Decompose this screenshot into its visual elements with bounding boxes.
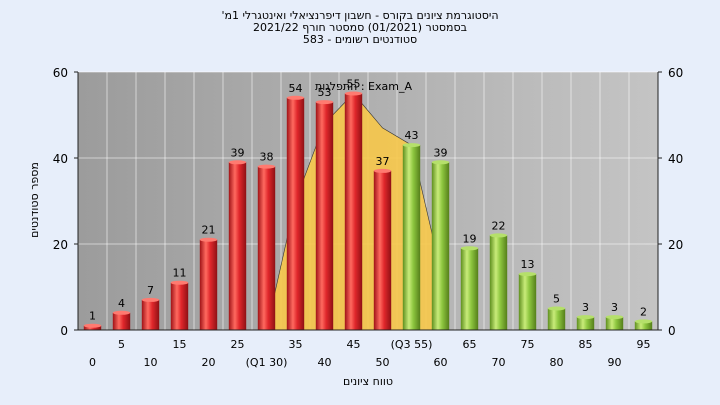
- bar-60: [431, 162, 450, 330]
- value-label-65: 19: [463, 232, 477, 245]
- x-tick-0: 0: [89, 356, 96, 369]
- x-tick-95: 95: [637, 338, 651, 351]
- bar-cap-60: [431, 160, 450, 165]
- bar-cap-30: [257, 164, 276, 169]
- value-label-30: 38: [260, 151, 274, 164]
- x-tick-30: (Q1 30): [246, 356, 288, 369]
- bar-80: [547, 308, 566, 330]
- value-label-45: 55: [347, 78, 361, 91]
- bar-cap-75: [518, 272, 537, 277]
- y-tick-right: 40: [668, 152, 683, 166]
- x-tick-85: 85: [579, 338, 593, 351]
- bar-cap-65: [460, 246, 479, 251]
- value-label-90: 3: [611, 301, 618, 314]
- x-tick-50: 50: [376, 356, 390, 369]
- bar-cap-10: [141, 297, 160, 302]
- value-label-40: 53: [318, 86, 332, 99]
- bar-75: [518, 274, 537, 330]
- bar-90: [605, 317, 624, 330]
- x-axis-title: טווח ציונים: [343, 375, 393, 388]
- y-tick-left: 0: [60, 324, 68, 338]
- bar-cap-50: [373, 168, 392, 173]
- y-tick-right: 60: [668, 66, 683, 80]
- y-tick-left: 60: [53, 66, 68, 80]
- chart-titles: 'היסטוגרמת ציונים בקורס - חשבון דיפרנציא…: [0, 10, 720, 46]
- y-tick-right: 0: [668, 324, 676, 338]
- x-tick-80: 80: [550, 356, 564, 369]
- bar-95: [634, 321, 653, 330]
- x-tick-25: 25: [231, 338, 245, 351]
- value-label-0: 1: [89, 310, 96, 323]
- bar-cap-35: [286, 95, 305, 100]
- x-tick-40: 40: [318, 356, 332, 369]
- x-tick-65: 65: [463, 338, 477, 351]
- value-label-5: 4: [118, 297, 125, 310]
- bar-25: [228, 162, 247, 330]
- bar-30: [257, 166, 276, 330]
- value-label-85: 3: [582, 301, 589, 314]
- bar-cap-85: [576, 315, 595, 320]
- value-label-70: 22: [492, 219, 506, 232]
- y-tick-left: 20: [53, 238, 68, 252]
- x-tick-5: 5: [118, 338, 125, 351]
- bar-65: [460, 248, 479, 330]
- value-label-50: 37: [376, 155, 390, 168]
- value-label-35: 54: [289, 82, 303, 95]
- bar-10: [141, 299, 160, 330]
- x-tick-45: 45: [347, 338, 361, 351]
- x-tick-60: 60: [434, 356, 448, 369]
- bar-15: [170, 282, 189, 330]
- bar-50: [373, 170, 392, 330]
- bar-70: [489, 235, 508, 330]
- bar-45: [344, 93, 363, 330]
- bar-35: [286, 97, 305, 330]
- value-label-95: 2: [640, 305, 647, 318]
- value-label-10: 7: [147, 284, 154, 297]
- x-tick-35: 35: [289, 338, 303, 351]
- bar-cap-70: [489, 233, 508, 238]
- bar-cap-5: [112, 310, 131, 315]
- bar-85: [576, 317, 595, 330]
- bar-55: [402, 145, 421, 330]
- bar-0: [83, 325, 102, 330]
- x-tick-70: 70: [492, 356, 506, 369]
- x-tick-75: 75: [521, 338, 535, 351]
- chart-title-line2: בסמסטר (01/2021) סמסטר חורף 2021/22: [253, 21, 467, 34]
- x-tick-90: 90: [608, 356, 622, 369]
- bar-5: [112, 312, 131, 330]
- value-label-25: 39: [231, 146, 245, 159]
- x-tick-15: 15: [173, 338, 187, 351]
- x-tick-55: (Q3 55): [391, 338, 433, 351]
- value-label-80: 5: [553, 293, 560, 306]
- chart-title-line3: סטודנטים רשומים - 583: [302, 33, 418, 46]
- value-label-20: 21: [202, 224, 216, 237]
- x-tick-10: 10: [144, 356, 158, 369]
- bar-40: [315, 102, 334, 330]
- bar-20: [199, 239, 218, 330]
- value-label-75: 13: [521, 258, 535, 271]
- y-tick-right: 20: [668, 238, 683, 252]
- y-tick-left: 40: [53, 152, 68, 166]
- distribution-annotation: התפלגות : Exam_A: [315, 80, 412, 93]
- bar-cap-25: [228, 160, 247, 165]
- bar-cap-20: [199, 237, 218, 242]
- bar-cap-45: [344, 91, 363, 96]
- bar-cap-95: [634, 319, 653, 324]
- bar-cap-15: [170, 280, 189, 285]
- bar-cap-55: [402, 143, 421, 148]
- chart-title-line1: 'היסטוגרמת ציונים בקורס - חשבון דיפרנציא…: [221, 9, 499, 22]
- value-label-15: 11: [173, 267, 187, 280]
- bar-cap-0: [83, 323, 102, 328]
- bar-cap-80: [547, 306, 566, 311]
- value-label-55: 43: [405, 129, 419, 142]
- x-tick-20: 20: [202, 356, 216, 369]
- bar-cap-90: [605, 315, 624, 320]
- bar-cap-40: [315, 100, 334, 105]
- value-label-60: 39: [434, 146, 448, 159]
- y-axis-title: מספר סטודנטים: [28, 162, 41, 238]
